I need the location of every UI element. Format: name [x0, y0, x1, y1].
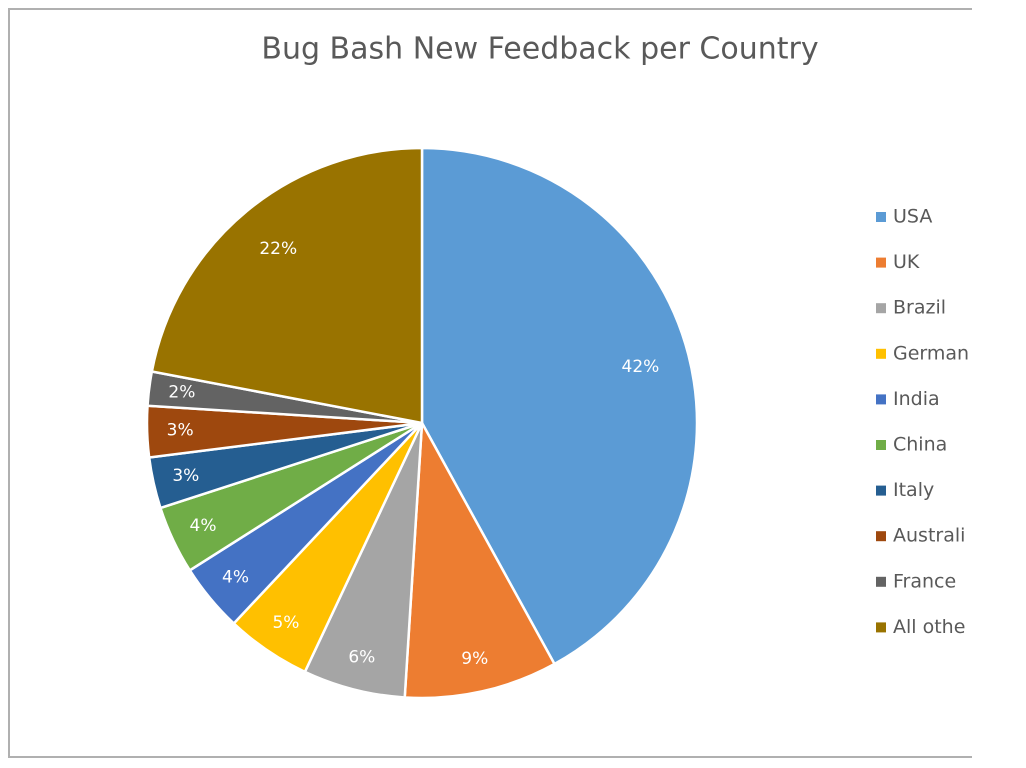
data-label: 4% — [222, 567, 249, 587]
data-label: 22% — [259, 239, 297, 259]
data-label: 2% — [168, 383, 195, 403]
legend-swatch — [876, 622, 886, 633]
legend-swatch — [876, 485, 886, 496]
data-label: 3% — [172, 466, 199, 486]
legend-swatch — [876, 212, 886, 222]
data-label: 5% — [272, 613, 299, 633]
legend-swatch — [876, 303, 886, 314]
legend-label: Brazil — [893, 297, 946, 319]
data-label: 6% — [348, 647, 375, 667]
legend-swatch — [876, 257, 886, 268]
legend-swatch — [876, 531, 886, 542]
legend-label: USA — [893, 206, 932, 228]
chart-title: Bug Bash New Feedback per Country — [261, 32, 818, 67]
legend-label: All othe — [893, 616, 965, 638]
pie-slice — [150, 146, 424, 425]
legend-swatch — [876, 394, 886, 405]
legend-label: China — [893, 434, 947, 456]
legend-label: Italy — [893, 479, 934, 501]
pie-slice — [403, 418, 557, 700]
legend-swatch — [876, 576, 886, 587]
data-label: 4% — [190, 516, 217, 536]
pie-slice — [420, 146, 699, 666]
legend-swatch — [876, 440, 886, 450]
legend-swatch — [876, 348, 886, 359]
data-label: 3% — [167, 421, 194, 441]
data-label: 42% — [622, 357, 660, 377]
legend-label: German — [893, 342, 969, 364]
data-label: 9% — [461, 649, 488, 669]
legend-label: Australi — [893, 525, 965, 547]
legend-label: UK — [893, 251, 920, 273]
legend-label: France — [893, 570, 956, 592]
legend-label: India — [893, 388, 940, 410]
